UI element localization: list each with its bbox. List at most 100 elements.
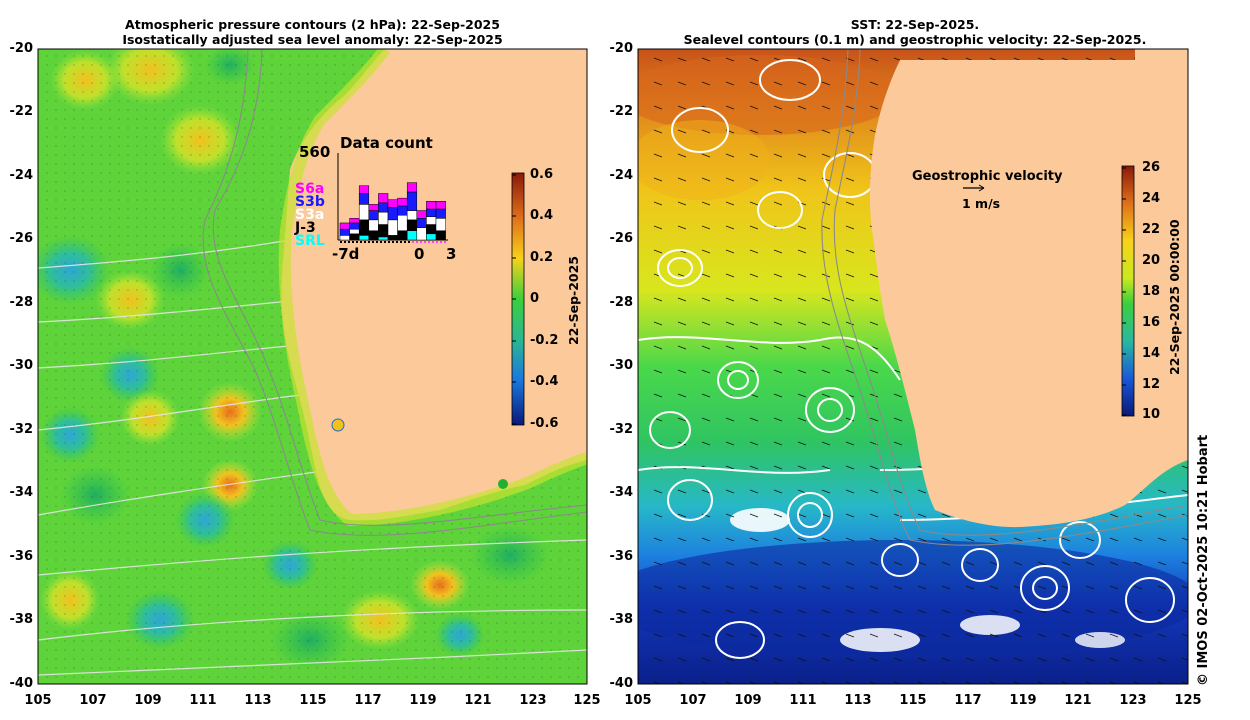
sat-label-srl: SRL xyxy=(295,233,325,249)
sla-colorbar-tick: 0.4 xyxy=(530,208,554,223)
lon-label: 107 xyxy=(79,693,107,708)
data-count-bar-segment xyxy=(406,210,418,221)
lat-label: -22 xyxy=(9,104,34,119)
lat-label: -24 xyxy=(609,168,634,183)
left-title-line1: Atmospheric pressure contours (2 hPa): 2… xyxy=(125,17,500,32)
data-count-bar-segment xyxy=(368,210,379,221)
data-count-axis-zero: 0 xyxy=(414,245,425,263)
data-count-chart xyxy=(337,153,448,243)
lon-label: 113 xyxy=(244,693,272,708)
data-count-axis-start: -7d xyxy=(332,245,360,263)
data-count-bar-segment xyxy=(378,236,389,241)
data-count-bar-segment xyxy=(426,216,437,225)
lon-label: 109 xyxy=(134,693,162,708)
data-count-max: 560 xyxy=(299,143,331,161)
data-count-bar-segment xyxy=(406,219,418,231)
data-count-bar-segment xyxy=(358,193,370,205)
lon-label: 109 xyxy=(734,693,762,708)
lat-label: -26 xyxy=(9,231,34,246)
data-count-bar-segment xyxy=(368,204,379,211)
sat-label-s3a: S3a xyxy=(295,207,325,223)
data-count-bar-segment xyxy=(416,227,427,241)
left-title-line2: Isostatically adjusted sea level anomaly… xyxy=(122,32,503,47)
lon-label: 117 xyxy=(954,693,982,708)
data-count-bar-segment xyxy=(426,201,437,210)
velocity-legend-scale: 1 m/s xyxy=(962,196,1001,211)
lon-label: 125 xyxy=(1174,693,1202,708)
data-count-bar-segment xyxy=(435,208,446,219)
data-count-bar-segment xyxy=(378,224,389,238)
data-count-bar-segment xyxy=(397,230,408,241)
australia-land-right xyxy=(869,49,1188,528)
bathymetry-left xyxy=(202,49,587,536)
lat-label: -28 xyxy=(9,295,34,310)
right-title-line1: SST: 22-Sep-2025. xyxy=(850,17,980,32)
data-count-bar-segment xyxy=(387,207,398,221)
sst-colorbar-tick: 12 xyxy=(1142,377,1161,392)
data-count-bar-segment xyxy=(358,235,370,241)
data-count-bar-segment xyxy=(435,230,446,241)
data-count-bar-segment xyxy=(358,185,370,194)
sat-label-s6a: S6a xyxy=(295,181,325,197)
lon-label: 111 xyxy=(189,693,217,708)
data-count-bar-segment xyxy=(435,201,446,210)
lat-label: -34 xyxy=(9,485,34,500)
data-count-bar-segment xyxy=(378,193,389,204)
lon-label: 105 xyxy=(624,693,652,708)
data-count-bar-segment xyxy=(368,230,379,241)
velocity-legend-title: Geostrophic velocity xyxy=(912,169,1063,184)
lat-label: -28 xyxy=(609,295,634,310)
lat-label: -30 xyxy=(609,358,634,373)
sst-colorbar-tick: 16 xyxy=(1142,315,1161,330)
lon-label: 107 xyxy=(679,693,707,708)
sla-colorbar-tick: -0.4 xyxy=(530,374,559,389)
lon-label: 121 xyxy=(1064,693,1092,708)
lat-label: -32 xyxy=(609,422,634,437)
sla-colorbar-label: 22-Sep-2025 xyxy=(566,256,581,345)
sst-colorbar-tick: 26 xyxy=(1142,160,1161,175)
sla-colorbar-tick: 0 xyxy=(530,291,540,306)
data-count-bar-segment xyxy=(358,204,370,221)
sla-map xyxy=(38,49,587,684)
data-count-bar-segment xyxy=(435,218,446,231)
data-count-bar-segment xyxy=(349,218,360,224)
data-count-bar-segment xyxy=(397,214,408,231)
sst-colorbar-tick: 20 xyxy=(1142,253,1161,268)
lon-label: 119 xyxy=(1009,693,1037,708)
data-count-bar-segment xyxy=(397,197,408,207)
lat-label: -20 xyxy=(9,41,34,56)
sla-colorbar-tick: 0.6 xyxy=(530,167,554,182)
sst-map xyxy=(638,49,1188,684)
lon-label: 105 xyxy=(24,693,52,708)
sst-colorbar-tick: 24 xyxy=(1142,191,1161,206)
lat-label: -34 xyxy=(609,485,634,500)
lon-label: 117 xyxy=(354,693,382,708)
data-count-bar-segment xyxy=(426,224,437,235)
lat-label: -26 xyxy=(609,231,634,246)
data-count-title: Data count xyxy=(340,134,433,152)
sla-colorbar-tick: -0.6 xyxy=(530,416,559,431)
sst-colorbar-tick: 22 xyxy=(1142,222,1161,237)
data-count-bar-segment xyxy=(406,230,418,241)
data-count-bar-segment xyxy=(349,222,360,230)
australia-land-left xyxy=(281,49,587,521)
lon-label: 115 xyxy=(299,693,327,708)
data-count-bar-segment xyxy=(358,219,370,236)
data-count-bar-segment xyxy=(426,208,437,217)
left-title: Atmospheric pressure contours (2 hPa): 2… xyxy=(60,17,565,47)
lat-label: -22 xyxy=(609,104,634,119)
data-count-bar-segment xyxy=(387,219,398,236)
sat-label-j3: J-3 xyxy=(295,220,316,236)
data-count-bar-segment xyxy=(378,211,389,225)
data-count-bar-segment xyxy=(426,233,437,241)
lat-label: -24 xyxy=(9,168,34,183)
sst-colorbar-label: 22-Sep-2025 00:00:00 xyxy=(1167,219,1182,375)
pressure-contours xyxy=(38,239,587,676)
sat-label-s3b: S3b xyxy=(295,194,325,210)
bathymetry-right xyxy=(821,49,1188,546)
data-count-bar-segment xyxy=(387,199,398,208)
data-count-bar-segment xyxy=(339,235,350,241)
lat-label: -38 xyxy=(609,612,634,627)
data-count-bar-segment xyxy=(406,182,418,193)
data-count-bar-segment xyxy=(378,202,389,213)
